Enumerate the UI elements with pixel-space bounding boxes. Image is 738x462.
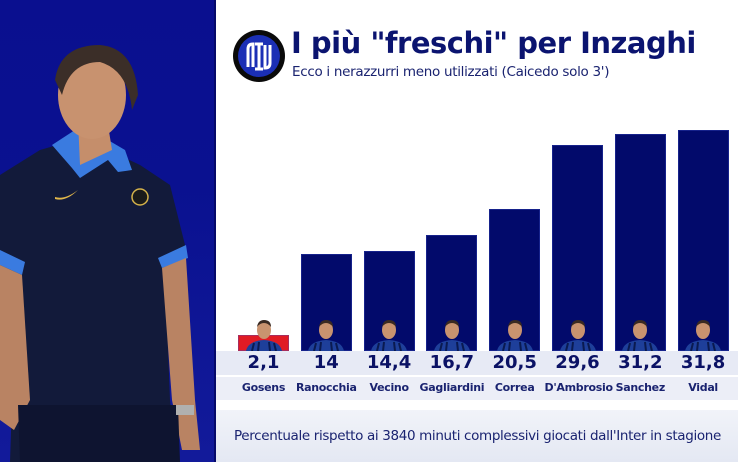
bar-dambrosio (552, 145, 603, 351)
value-label: 31,2 (618, 352, 663, 373)
player-photo (622, 319, 659, 351)
value-label: 14 (313, 352, 339, 373)
player-photo (308, 319, 345, 351)
value-label: 31,8 (680, 352, 726, 373)
player-name: Ranocchia (295, 381, 357, 394)
player-photo (685, 320, 722, 351)
bar-vidal (677, 130, 729, 351)
coach-photo (0, 45, 200, 462)
value-label: 14,4 (366, 352, 412, 373)
value-label: 2,1 (247, 352, 280, 373)
value-label: 16,7 (429, 352, 475, 373)
player-photo (433, 319, 470, 351)
chart-subtitle: Ecco i nerazzurri meno utilizzati (Caice… (292, 64, 610, 80)
player-name: Vecino (369, 381, 409, 394)
coach-photo-panel (0, 0, 216, 462)
value-label: 20,5 (492, 352, 537, 373)
label-band (216, 377, 738, 400)
value-band (216, 351, 738, 375)
footer-note: Percentuale rispetto ai 3840 minuti comp… (234, 428, 721, 444)
player-photo (496, 319, 533, 351)
player-name: Gosens (241, 381, 286, 394)
player-name: Sanchez (615, 381, 666, 394)
player-name: Gagliardini (419, 381, 485, 394)
player-photo (245, 320, 282, 351)
inter-logo-icon (233, 30, 285, 82)
player-name: Vidal (688, 381, 718, 394)
bar-gosens (238, 320, 289, 351)
bar-correa (489, 208, 541, 351)
value-label: 29,6 (555, 352, 600, 373)
bar-ranocchia (300, 253, 352, 351)
bar-gagliardini (426, 234, 478, 351)
player-name: D'Ambrosio (544, 381, 614, 394)
bar-sanchez (614, 134, 666, 351)
chart-title: I più "freschi" per Inzaghi (291, 26, 696, 60)
footer-band (216, 410, 738, 462)
panel-edge (214, 0, 216, 462)
player-name: Correa (494, 381, 535, 394)
bar-vecino (363, 250, 415, 351)
player-photo (559, 319, 596, 351)
player-photo (371, 319, 408, 351)
